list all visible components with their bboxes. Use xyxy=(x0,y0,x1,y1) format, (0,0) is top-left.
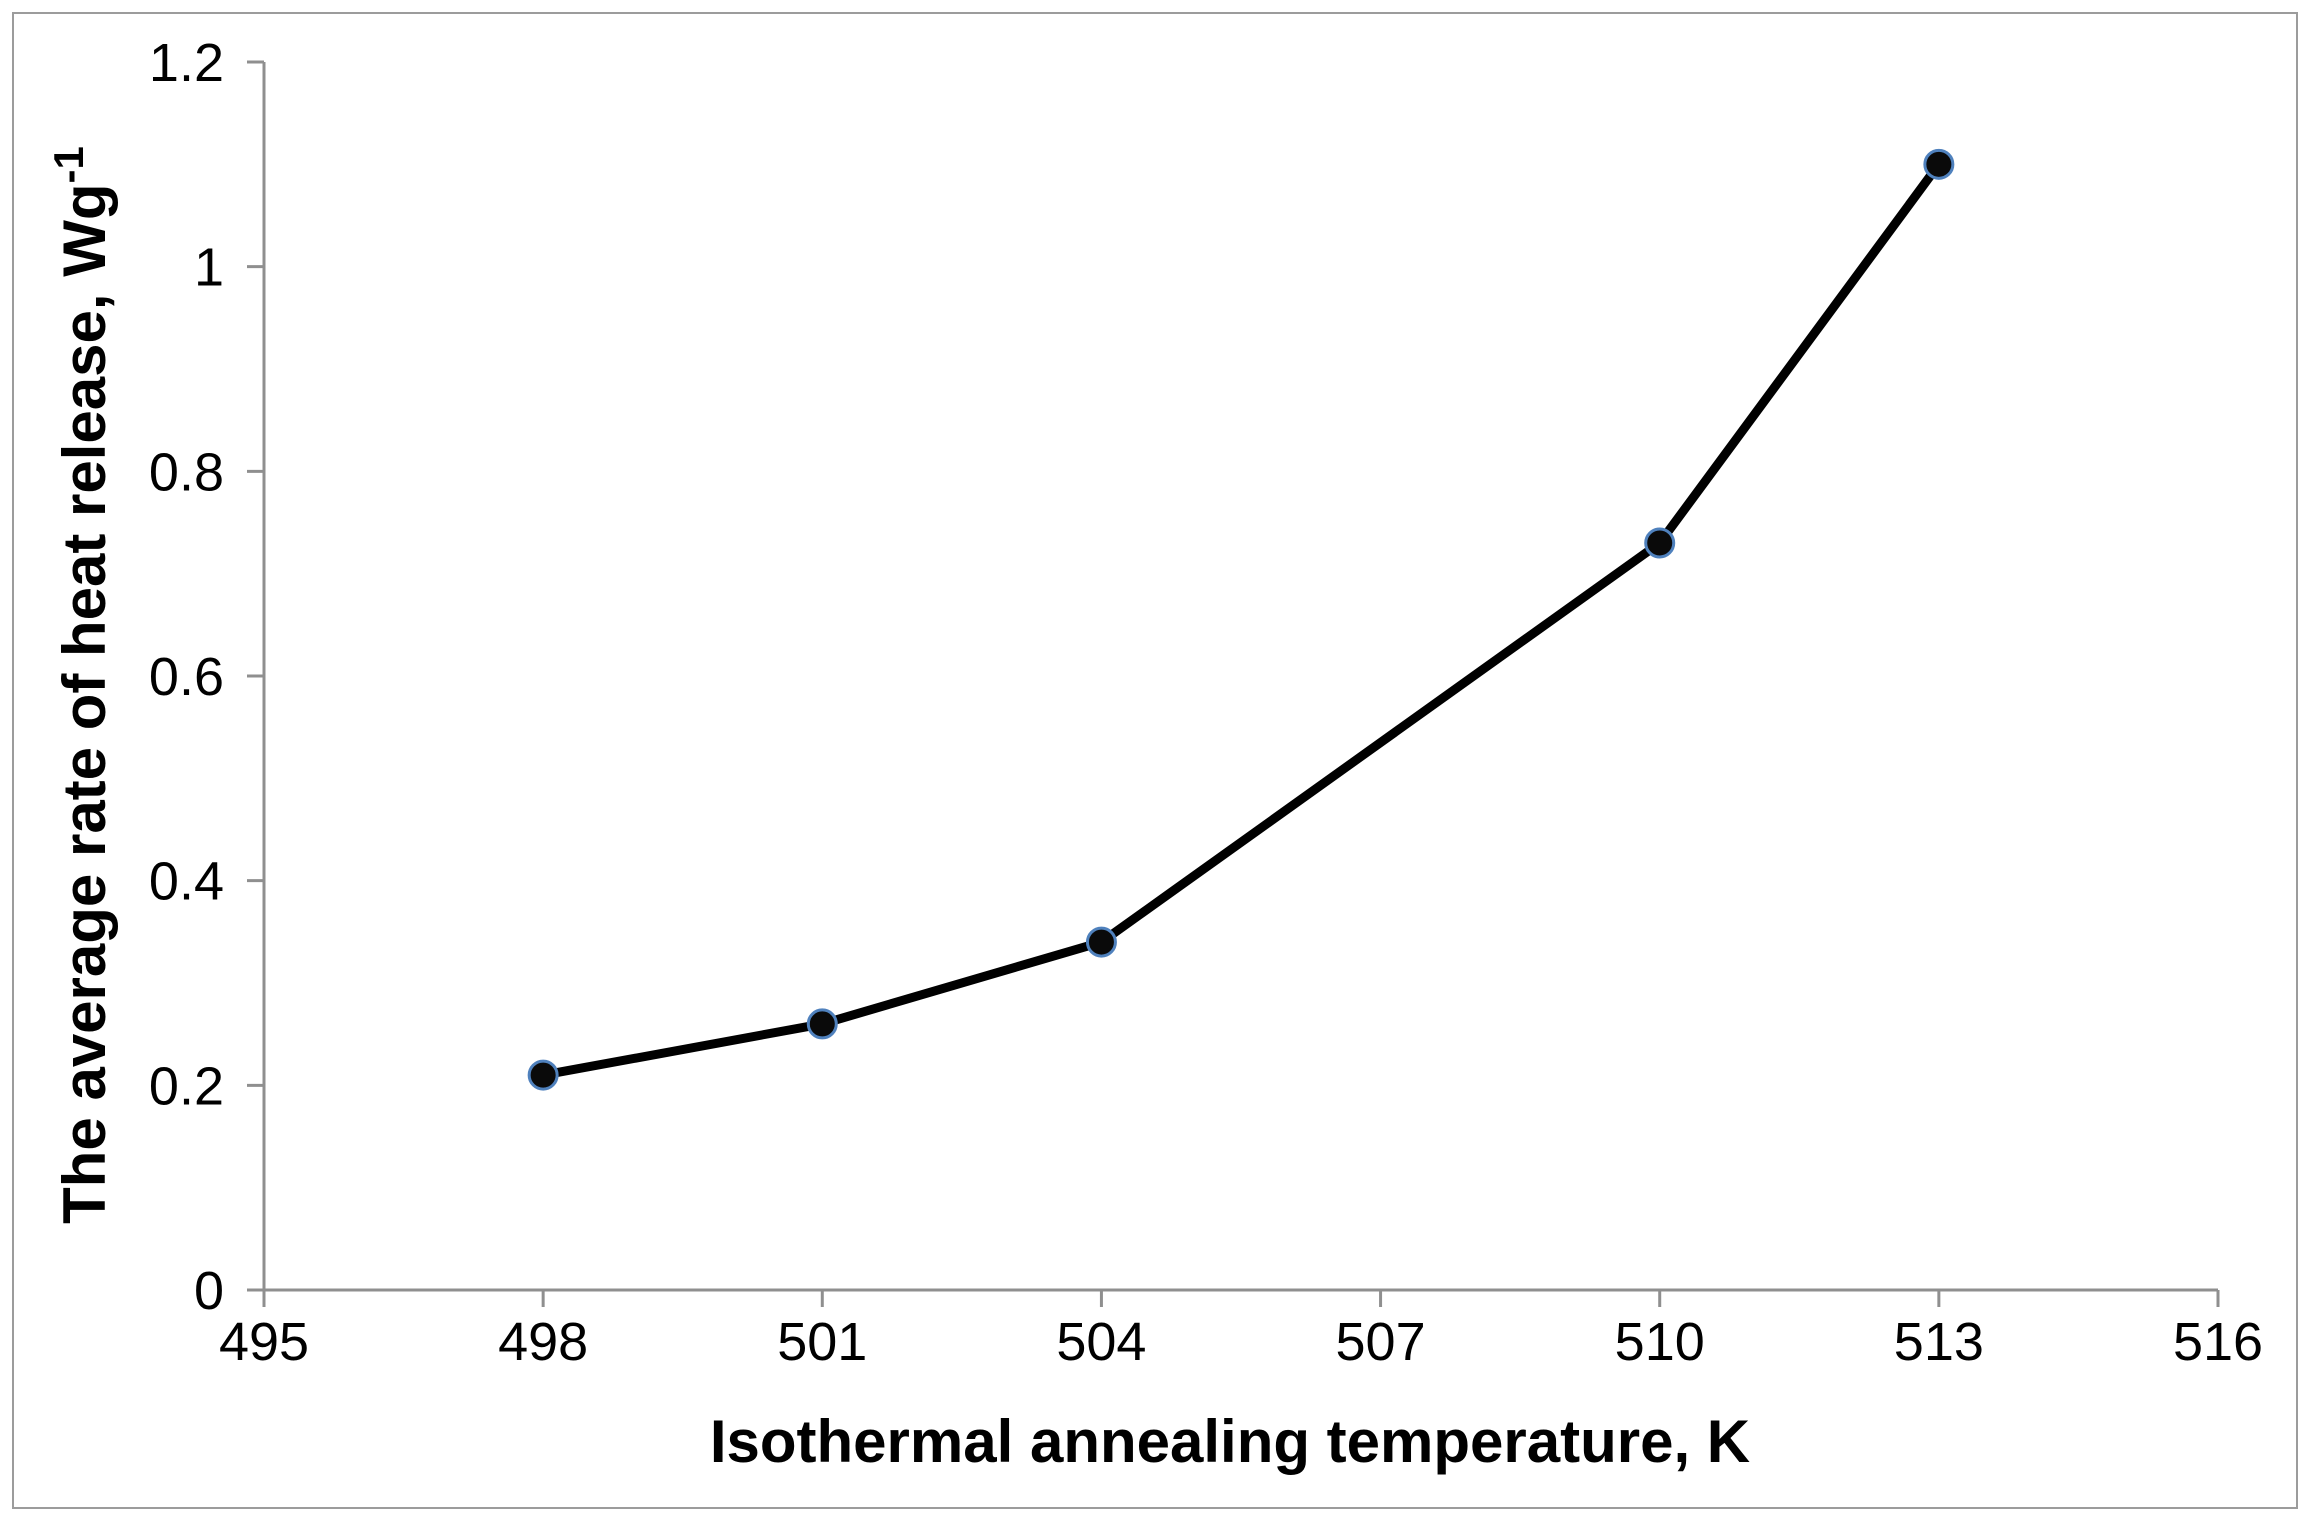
x-tick-label: 504 xyxy=(1056,1312,1146,1372)
data-point-marker xyxy=(1085,926,1117,958)
y-axis-title: The average rate of heat release, Wg-1 xyxy=(45,146,118,1224)
data-point-marker xyxy=(1644,527,1676,559)
y-tick-label: 0 xyxy=(194,1261,224,1321)
data-point-marker xyxy=(527,1059,559,1091)
x-tick-label: 507 xyxy=(1336,1312,1426,1372)
x-tick-label: 495 xyxy=(219,1312,309,1372)
x-tick-label: 513 xyxy=(1894,1312,1984,1372)
data-point-marker xyxy=(1923,148,1955,180)
x-tick-label: 516 xyxy=(2173,1312,2263,1372)
x-axis-title: Isothermal annealing temperature, K xyxy=(710,1408,1750,1475)
data-point-marker xyxy=(806,1008,838,1040)
y-tick-label: 0.6 xyxy=(149,647,224,707)
y-tick-label: 1.2 xyxy=(149,33,224,93)
y-tick-label: 0.8 xyxy=(149,442,224,502)
y-tick-label: 0.2 xyxy=(149,1056,224,1116)
x-tick-label: 510 xyxy=(1615,1312,1705,1372)
chart-figure xyxy=(12,12,2298,1509)
heat-release-series xyxy=(527,148,1955,1091)
axes-layer: 495 498 501 504 507 510 513 516 0 0.2 0.4 0.6 0.8 1 1.… xyxy=(149,33,2263,1372)
y-axis-title-main: The average rate of heat release, Wg xyxy=(51,183,118,1223)
x-tick-label: 501 xyxy=(777,1312,867,1372)
x-tick-label: 498 xyxy=(498,1312,588,1372)
y-tick-label: 0.4 xyxy=(149,852,224,912)
y-axis-title-superscript: -1 xyxy=(45,146,92,183)
series-line xyxy=(538,159,1944,1080)
y-tick-label: 1 xyxy=(194,238,224,298)
